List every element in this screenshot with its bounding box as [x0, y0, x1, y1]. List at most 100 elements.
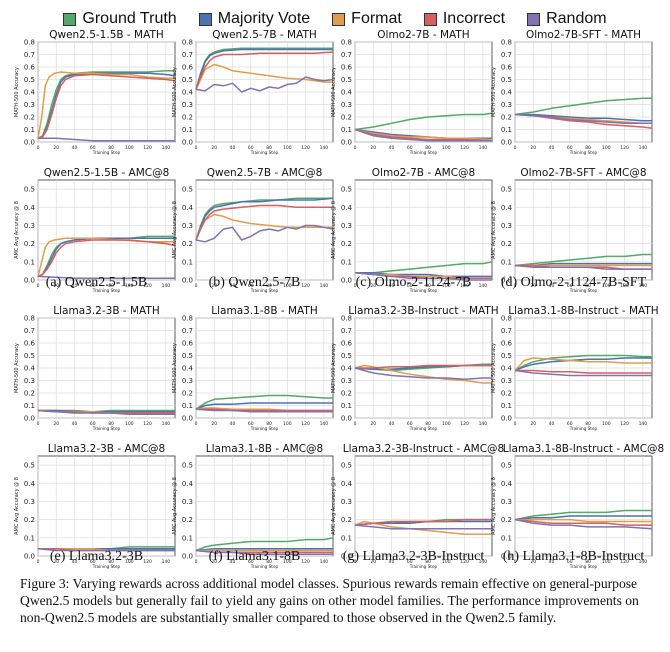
y-tick-label: 0.6 — [501, 64, 513, 72]
x-tick-label: 0 — [195, 559, 198, 565]
y-tick-label: 0.8 — [182, 315, 193, 323]
y-tick-label: 0.5 — [182, 76, 193, 84]
x-tick-label: 120 — [460, 283, 469, 289]
y-tick-label: 0.4 — [24, 365, 36, 373]
x-tick-label: 140 — [162, 559, 171, 565]
y-tick-label: 0.3 — [501, 377, 512, 385]
x-tick-label: 100 — [442, 421, 451, 427]
x-tick-label: 100 — [442, 559, 451, 565]
y-tick-label: 0.0 — [501, 553, 512, 561]
x-tick-label: 60 — [567, 559, 573, 565]
y-tick-label: 0.3 — [182, 101, 193, 109]
series-line-incorrect — [355, 364, 492, 369]
x-tick-label: 40 — [389, 283, 395, 289]
y-tick-label: 0.2 — [24, 390, 35, 398]
x-tick-label: 100 — [125, 421, 134, 427]
y-tick-label: 0.4 — [341, 204, 353, 212]
y-tick-label: 0.1 — [341, 402, 352, 410]
y-tick-label: 0.5 — [182, 186, 193, 194]
x-axis-label: Training Step — [569, 288, 598, 293]
y-axis-label: MATH-500 Accuracy — [172, 343, 178, 393]
series-line-majority-vote — [37, 237, 175, 278]
x-tick-label: 0 — [195, 145, 198, 151]
y-tick-label: 0.8 — [501, 315, 512, 323]
x-tick-label: 80 — [425, 559, 431, 565]
y-tick-label: 0.4 — [501, 480, 513, 488]
y-tick-label: 0.2 — [341, 390, 352, 398]
legend: Ground Truth Majority Vote Format Incorrect… — [0, 5, 670, 33]
y-tick-label: 0.1 — [24, 258, 35, 266]
y-tick-label: 0.0 — [501, 277, 512, 285]
x-tick-label: 20 — [370, 559, 376, 565]
y-tick-label: 0.7 — [24, 327, 35, 335]
x-tick-label: 20 — [370, 283, 376, 289]
x-tick-label: 140 — [639, 145, 648, 151]
x-axis-label: Training Step — [92, 564, 121, 569]
x-tick-label: 20 — [370, 145, 376, 151]
y-tick-label: 0.5 — [341, 462, 352, 470]
y-tick-label: 0.4 — [24, 480, 36, 488]
x-tick-label: 80 — [585, 421, 591, 427]
x-tick-label: 120 — [301, 421, 310, 427]
y-tick-label: 0.2 — [341, 516, 352, 524]
y-tick-label: 0.0 — [24, 277, 35, 285]
x-tick-label: 120 — [301, 283, 310, 289]
x-tick-label: 120 — [460, 145, 469, 151]
y-tick-label: 0.1 — [24, 534, 35, 542]
subfigure-caption: (g) Llama3.2-3B-Instruct — [342, 549, 485, 564]
y-tick-label: 0.1 — [501, 534, 512, 542]
y-tick-label: 0.0 — [182, 139, 193, 147]
chart-panel: 0.0 0.1 0.2 0.3 0.4 0.5 0 20 40 60 80 100 120 140 Trai… — [491, 443, 664, 569]
y-tick-label: 0.3 — [341, 498, 352, 506]
y-tick-label: 0.0 — [501, 415, 512, 423]
plot-area — [354, 179, 493, 281]
x-tick-label: 140 — [320, 559, 329, 565]
x-tick-label: 60 — [248, 559, 254, 565]
x-tick-label: 100 — [602, 421, 611, 427]
chart-title: Llama3.2-3B-Instruct - MATH — [348, 305, 498, 317]
y-axis-label: AMC Avg Accuracy @ 8 — [331, 477, 337, 535]
series-line-incorrect — [195, 51, 334, 90]
chart-title: Llama3.1-8B-Instruct - MATH — [508, 305, 658, 317]
series-line-random — [354, 367, 492, 381]
y-tick-label: 0.7 — [24, 51, 35, 59]
y-tick-label: 0.7 — [501, 51, 512, 59]
legend-label: Random — [546, 10, 607, 27]
y-tick-label: 0.4 — [182, 204, 194, 212]
x-tick-label: 140 — [639, 421, 648, 427]
x-tick-label: 60 — [407, 421, 413, 427]
y-tick-label: 0.6 — [501, 340, 513, 348]
x-tick-label: 0 — [195, 283, 198, 289]
legend-item: Incorrect — [423, 10, 505, 28]
x-tick-label: 100 — [125, 283, 134, 289]
y-tick-label: 0.0 — [341, 553, 352, 561]
y-tick-label: 0.3 — [341, 377, 352, 385]
y-tick-label: 0.6 — [182, 64, 194, 72]
x-tick-label: 80 — [266, 145, 272, 151]
y-axis-label: AMC Avg Accuracy @ 8 — [14, 201, 20, 259]
x-axis-label: Training Step — [250, 426, 279, 431]
y-tick-label: 0.2 — [182, 240, 193, 248]
legend-item: Ground Truth — [63, 10, 177, 28]
series-line-incorrect — [514, 518, 652, 526]
x-tick-label: 60 — [248, 421, 254, 427]
x-tick-label: 140 — [479, 283, 488, 289]
series-line-format — [354, 520, 492, 535]
x-tick-label: 0 — [514, 559, 517, 565]
x-tick-label: 120 — [143, 283, 152, 289]
y-tick-label: 0.5 — [24, 186, 35, 194]
y-axis-label: AMC Avg Accuracy @ 8 — [172, 201, 178, 259]
chart-panel: 0.0 0.1 0.2 0.3 0.4 0.5 0.6 0.7 0.8 0 20 40 60 80 100 1… — [491, 305, 659, 431]
series-line-ground-truth — [514, 354, 652, 372]
y-tick-label: 0.5 — [24, 462, 35, 470]
x-tick-label: 100 — [602, 559, 611, 565]
y-tick-label: 0.5 — [341, 352, 352, 360]
x-tick-label: 80 — [585, 283, 591, 289]
subfigure-caption: (e) Llama3.2-3B — [49, 549, 144, 564]
y-axis-label: MATH-500 Accuracy — [491, 343, 497, 393]
x-tick-label: 0 — [514, 421, 517, 427]
x-tick-label: 120 — [620, 421, 629, 427]
y-tick-label: 0.1 — [182, 402, 193, 410]
series-line-format — [354, 128, 493, 141]
